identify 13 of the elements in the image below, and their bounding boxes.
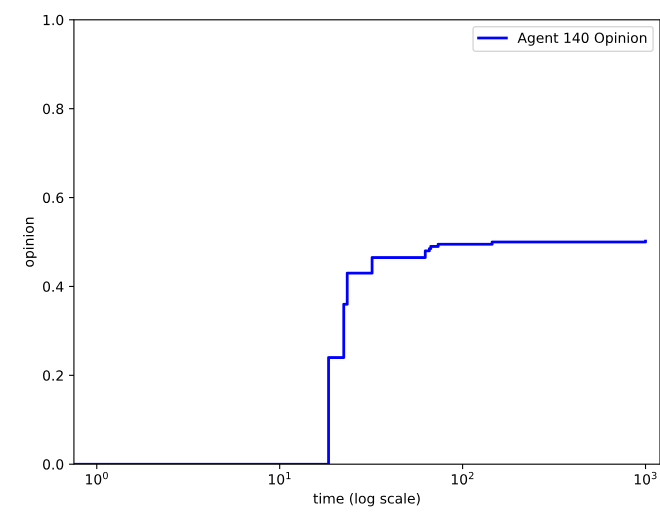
y-tick-label: 0.8: [43, 104, 64, 114]
y-tick-label: 1.0: [44, 14, 64, 26]
y-axis-title: opinion: [23, 218, 37, 267]
y-tick-label: 0.0: [43, 459, 64, 470]
x-tick-label: 10$^{3}$: [634, 472, 657, 485]
y-tick-label: 0.4: [43, 281, 64, 292]
x-tick-label: 10$^{1}$: [268, 472, 291, 485]
x-tick-label: 10$^{0}$: [86, 472, 108, 485]
x-tick-label: 10$^{2}$: [452, 472, 474, 485]
legend-label: Agent 140 Opinion: [518, 32, 646, 46]
y-tick-label: 0.6: [43, 192, 64, 204]
x-axis-title: time (log scale): [313, 492, 420, 506]
y-tick-label: 0.2: [43, 370, 63, 381]
